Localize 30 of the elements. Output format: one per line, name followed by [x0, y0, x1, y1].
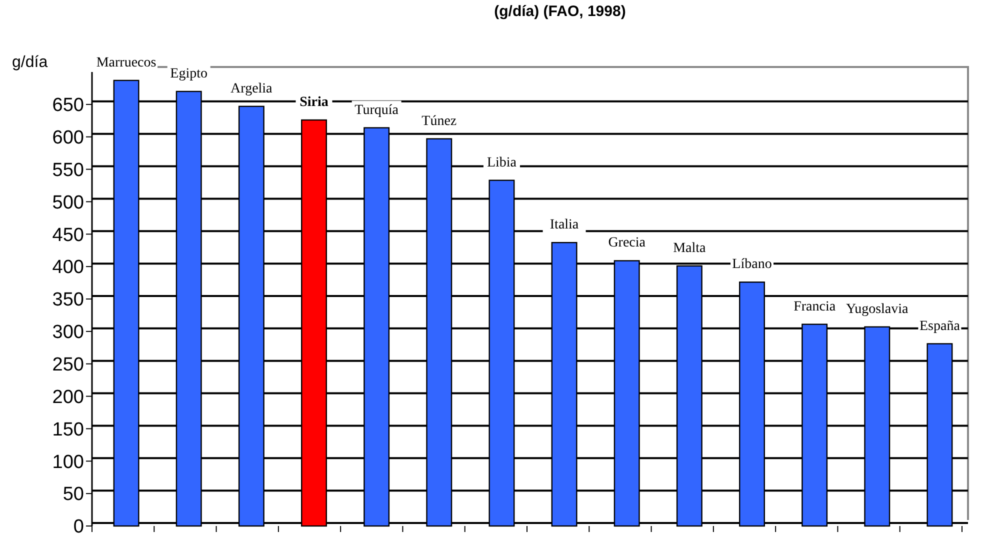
y-tick-label: 400 [52, 257, 84, 278]
y-tick-label: 450 [52, 224, 84, 246]
x-tick-label: Egipto [170, 66, 208, 82]
x-tick-label: Italia [550, 218, 580, 233]
x-tick-label: Yugoslavia [846, 302, 910, 317]
y-tick-label: 600 [52, 128, 84, 149]
x-tick-label: Túnez [422, 114, 457, 129]
chart-title: (g/día) (FAO, 1998) [494, 3, 626, 20]
y-axis-title: g/día [12, 54, 48, 71]
x-tick-label: Francia [794, 299, 836, 314]
y-tick-label: 300 [52, 322, 84, 344]
y-tick-label: 50 [62, 484, 84, 506]
y-tick-label: 550 [52, 160, 84, 181]
x-tick-label: Argelia [230, 81, 274, 96]
x-tick-label: España [919, 318, 961, 334]
y-tick-label: 150 [52, 419, 84, 440]
x-tick-label: Malta [673, 240, 707, 256]
x-tick-label: Líbano [732, 257, 772, 272]
x-tick-label: Grecia [608, 236, 646, 251]
y-tick-label: 350 [52, 290, 84, 311]
x-tick-label: Siria [300, 94, 328, 110]
x-tick-label: Marruecos [96, 55, 156, 70]
x-tick-label: Libia [486, 155, 518, 170]
y-tick-label: 100 [52, 452, 84, 473]
x-tick-label: Turquía [354, 102, 400, 118]
y-tick-label: 250 [52, 354, 84, 376]
y-tick-label: 500 [52, 192, 84, 214]
y-tick-label: 650 [52, 95, 84, 116]
y-tick-label: 0 [73, 516, 84, 538]
y-tick-label: 200 [52, 386, 84, 408]
